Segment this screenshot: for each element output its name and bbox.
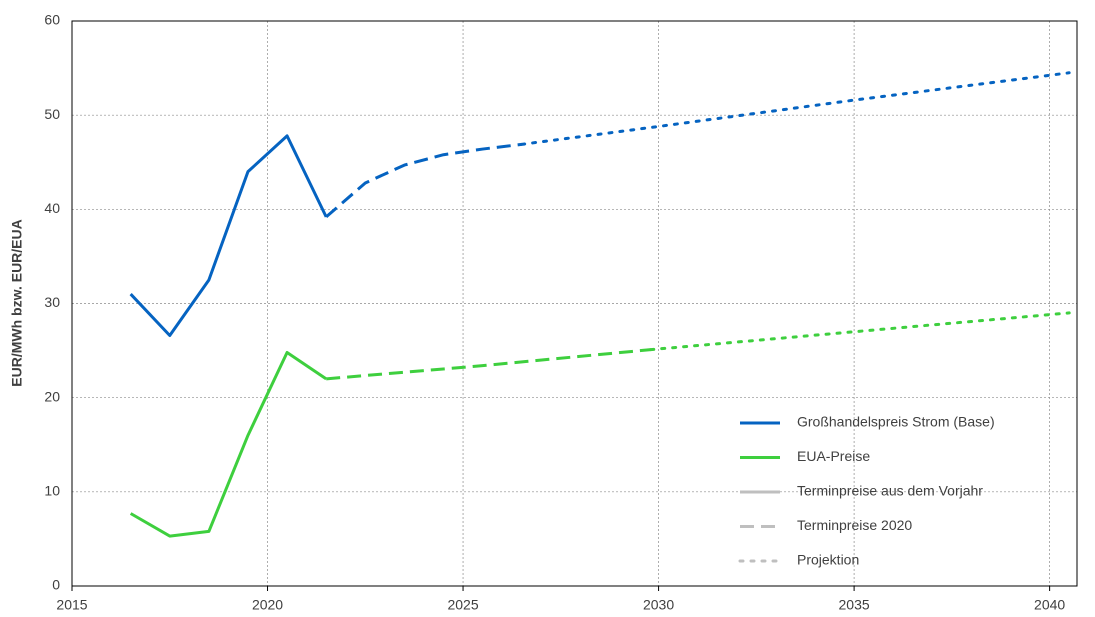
series-line <box>520 71 1071 146</box>
legend-label: Großhandelspreis Strom (Base) <box>797 414 995 430</box>
y-tick-label: 0 <box>52 577 60 593</box>
series-line <box>129 134 328 338</box>
series-line <box>325 142 522 219</box>
legend-label: Terminpreise 2020 <box>797 517 912 533</box>
x-tick-label: 2015 <box>56 597 87 613</box>
y-tick-label: 20 <box>44 388 60 404</box>
x-tick-label: 2030 <box>643 597 674 613</box>
y-tick-label: 50 <box>44 106 60 122</box>
legend-label: EUA-Preise <box>797 448 870 464</box>
plot-frame <box>71 20 1078 587</box>
y-tick-label: 10 <box>44 483 60 499</box>
y-tick-label: 30 <box>44 294 60 310</box>
series-line <box>649 311 1071 352</box>
legend-label: Terminpreise aus dem Vorjahr <box>797 483 983 499</box>
x-tick-label: 2025 <box>447 597 478 613</box>
series-line <box>326 348 651 381</box>
legend-label: Projektion <box>797 552 859 568</box>
x-tick-label: 2040 <box>1034 597 1065 613</box>
x-tick-label: 2020 <box>252 597 283 613</box>
series-line <box>129 350 328 538</box>
y-tick-label: 40 <box>44 200 60 216</box>
y-axis-label: EUR/MWh bzw. EUR/EUA <box>9 219 25 386</box>
x-tick-label: 2035 <box>839 597 870 613</box>
y-tick-label: 60 <box>44 12 60 28</box>
